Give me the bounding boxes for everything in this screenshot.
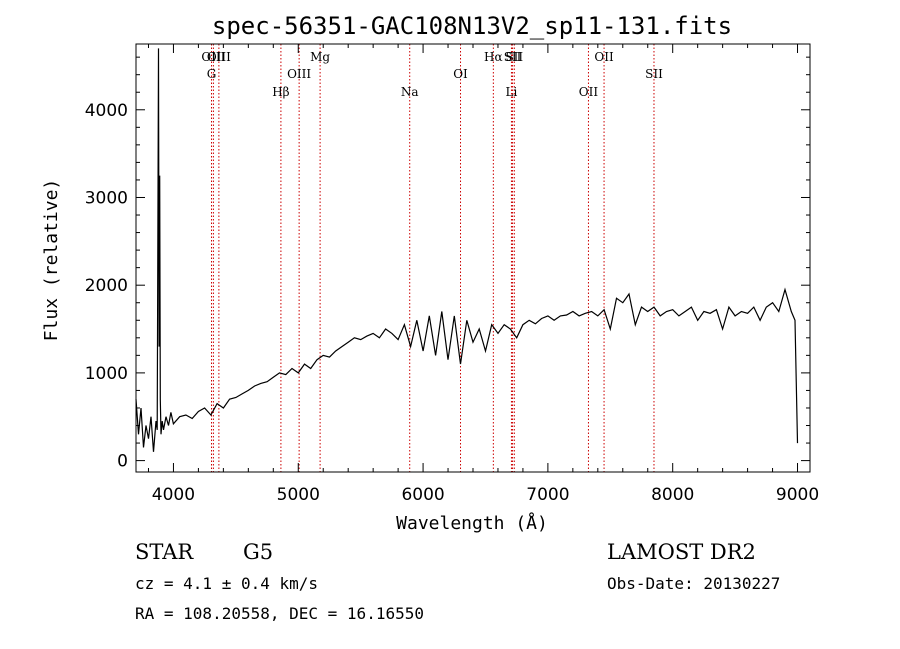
y-tick-label: 0 <box>117 452 128 472</box>
survey-name: LAMOST DR2 <box>607 540 756 564</box>
observation-date: Obs-Date: 20130227 <box>607 574 780 593</box>
x-tick-label: 8000 <box>651 485 694 505</box>
x-axis-ticks: 4000 5000 6000 7000 8000 9000 <box>147 44 819 505</box>
chart-title: spec-56351-GAC108N13V2_sp11-131.fits <box>212 12 732 40</box>
spectral-line-label: Hα <box>484 50 503 64</box>
spectrum-series-line <box>135 48 799 452</box>
x-tick-label: 4000 <box>152 485 195 505</box>
y-tick-label: 4000 <box>85 101 128 121</box>
x-tick-label: 9000 <box>776 485 819 505</box>
redshift-readout: cz = 4.1 ± 0.4 km/s <box>135 574 318 593</box>
spectral-line-label: Mg <box>310 50 330 64</box>
spectral-line-label: OIII <box>287 67 311 81</box>
spectral-line-label: SII <box>504 50 522 64</box>
spectral-line-markers <box>211 44 655 472</box>
y-axis-label: Flux (relative) <box>41 179 62 342</box>
y-tick-label: 3000 <box>85 188 128 208</box>
spectral-line-label: OII <box>594 50 614 64</box>
spectral-line-label: OIII <box>207 50 231 64</box>
object-class: STAR <box>135 540 194 564</box>
spectral-line-label: Na <box>401 85 419 99</box>
x-tick-label: 7000 <box>526 485 569 505</box>
spectral-line-label: Hβ <box>272 85 289 99</box>
x-tick-label: 5000 <box>277 485 320 505</box>
x-axis-label: Wavelength (Å) <box>396 512 548 534</box>
spectral-line-label: OI <box>453 67 468 81</box>
y-tick-label: 1000 <box>85 364 128 384</box>
y-tick-label: 2000 <box>85 276 128 296</box>
spectral-line-label: OII <box>579 85 599 99</box>
object-subclass: G5 <box>243 540 273 564</box>
plot-frame <box>135 43 811 473</box>
y-axis-ticks: 0 1000 2000 3000 4000 <box>85 56 810 472</box>
spectral-line-label: SII <box>505 50 523 64</box>
spectral-line-label: OIII <box>201 50 225 64</box>
spectral-line-label: SII <box>645 67 663 81</box>
x-tick-label: 6000 <box>401 485 444 505</box>
spectral-line-label: Li <box>506 85 518 99</box>
coordinates-readout: RA = 108.20558, DEC = 16.16550 <box>135 604 424 623</box>
spectral-line-label: G <box>207 67 217 81</box>
